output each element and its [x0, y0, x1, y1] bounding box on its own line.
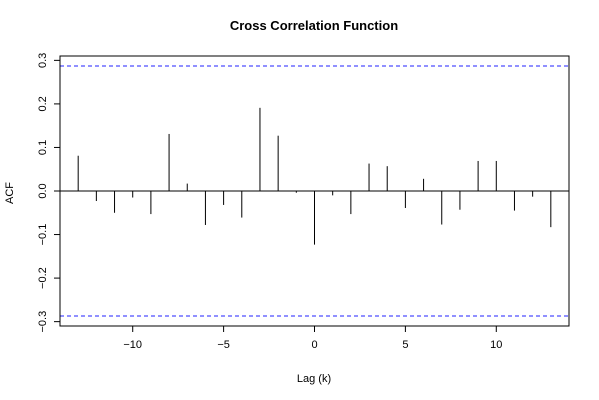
x-tick-label: −5 [217, 339, 230, 351]
y-tick-label: 0.1 [37, 140, 49, 155]
x-tick-label: 10 [490, 339, 502, 351]
x-axis-label: Lag (k) [297, 373, 331, 385]
y-axis-label: ACF [4, 182, 16, 204]
chart-title: Cross Correlation Function [230, 18, 398, 33]
y-tick-label: −0.1 [37, 224, 49, 246]
y-tick-label: 0.0 [37, 183, 49, 198]
x-tick-label: 5 [402, 339, 408, 351]
plot-area [60, 65, 569, 317]
y-tick-label: 0.2 [37, 96, 49, 111]
y-tick-label: −0.2 [37, 267, 49, 289]
y-tick-label: 0.3 [37, 53, 49, 68]
x-tick-label: −10 [123, 339, 142, 351]
axes: −10 −5 0 5 10 −0.3 −0.2 −0.1 0.0 0.1 0.2 0.3 [37, 53, 570, 351]
y-tick-label: −0.3 [37, 311, 49, 333]
x-tick-label: 0 [311, 339, 317, 351]
